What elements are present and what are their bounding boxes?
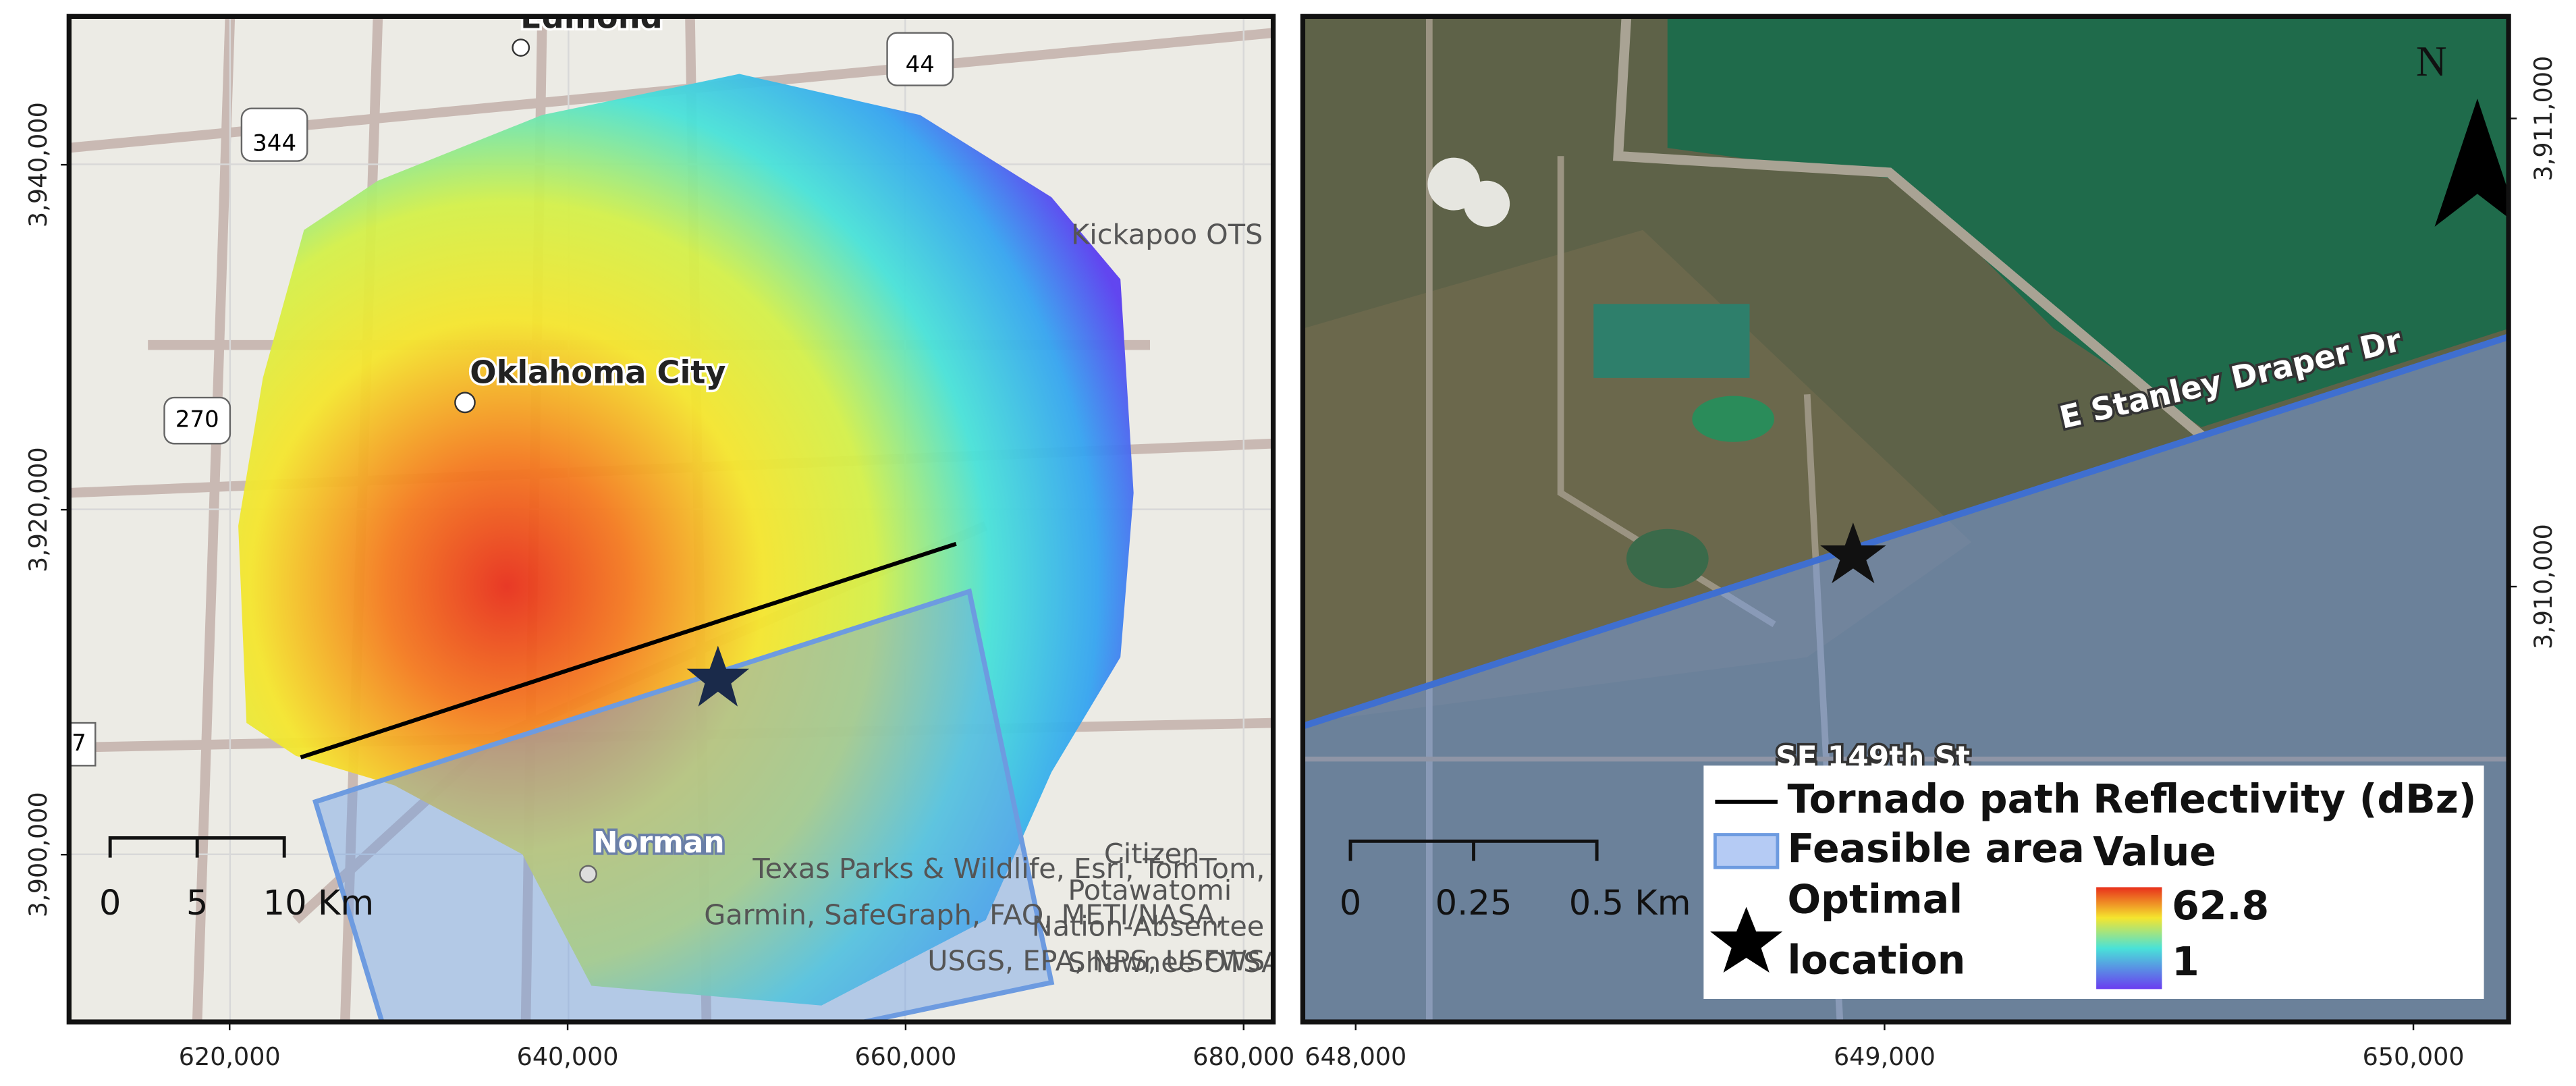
x-tick-label: 648,000 — [1305, 1042, 1406, 1071]
legend-label: Tornado path — [1787, 776, 2081, 822]
y-tick-label: 3,910,000 — [2529, 524, 2558, 649]
colorbar-min: 1 — [2172, 939, 2199, 985]
place-label: Citizen — [1104, 838, 1200, 870]
place-label: Oklahoma City — [470, 354, 725, 390]
x-tick-label: 620,000 — [179, 1042, 281, 1071]
y-tick-label: 3,940,000 — [24, 102, 53, 227]
legend-box — [1703, 765, 2484, 999]
y-tick-label: 3,911,000 — [2529, 56, 2558, 182]
optimal-location — [686, 645, 750, 707]
x-tick-label: 680,000 — [1193, 1042, 1294, 1071]
place-label: Edmond — [520, 0, 663, 36]
scale-label: 0.25 — [1435, 884, 1512, 923]
scale-label: 10 Km — [263, 884, 375, 923]
scale-label: 0 — [99, 884, 121, 923]
legend-label: Optimal — [1787, 876, 1963, 922]
panel-frame — [1300, 13, 2511, 1025]
tornado-path — [300, 541, 957, 760]
lake — [1667, 16, 2509, 427]
legend: Tornado path Feasible area Optimal locat… — [1703, 765, 2484, 999]
legend-swatch — [1713, 833, 1780, 869]
north-label: N — [2416, 38, 2447, 85]
attribution: Texas Parks & Wildlife, Esri, TomTom, — [752, 852, 1265, 885]
shield-label: 7 — [72, 730, 86, 757]
legend-label: location — [1787, 938, 1965, 983]
attribution: USGS, EPA, NPS, USFWS — [927, 944, 1265, 977]
optimal-location — [1820, 522, 1886, 584]
y-tick-label: 3,900,000 — [24, 792, 53, 917]
left-map: Edmond Oklahoma City Norman Kickapoo OTS… — [69, 0, 1280, 1023]
place-label: Shawnee OTSA — [1068, 946, 1280, 979]
scale-label: 0 — [1340, 884, 1362, 923]
y-tick-label: 3,920,000 — [24, 447, 53, 572]
place-label: Nation-Absentee — [1032, 910, 1265, 942]
place-label: Potawatomi — [1068, 874, 1232, 906]
colorbar-subtitle: Value — [2093, 829, 2216, 875]
colorbar — [2096, 887, 2162, 989]
x-tick-label: 660,000 — [854, 1042, 956, 1071]
scale-bar — [108, 836, 286, 858]
shield-label: 270 — [175, 406, 219, 433]
attribution: Garmin, SafeGraph, FAO, METI/NASA, — [704, 898, 1224, 931]
reflectivity-field — [238, 74, 1134, 1006]
scale-label: 5 — [186, 884, 209, 923]
x-tick-label: 650,000 — [2363, 1042, 2465, 1071]
shield-label: 344 — [252, 130, 296, 157]
colorbar-title: Reflectivity (dBz) — [2093, 776, 2476, 822]
shield-label: 44 — [906, 51, 935, 78]
legend-label: Feasible area — [1787, 825, 2084, 871]
place-label: Kickapoo OTS — [1071, 219, 1263, 251]
north-arrow — [2434, 99, 2509, 227]
panel-frame — [66, 13, 1276, 1025]
right-map: E Stanley Draper Dr SE 149th St N 0 0.25… — [1303, 16, 2509, 1023]
feasible-area — [312, 588, 1055, 1023]
place-label: Norman — [593, 825, 725, 860]
scale-bar — [1348, 839, 1599, 861]
x-tick-label: 649,000 — [1834, 1042, 1936, 1071]
scale-label: 0.5 Km — [1569, 884, 1691, 923]
x-tick-label: 640,000 — [517, 1042, 619, 1071]
legend-star — [1710, 906, 1783, 973]
colorbar-max: 62.8 — [2172, 883, 2269, 929]
